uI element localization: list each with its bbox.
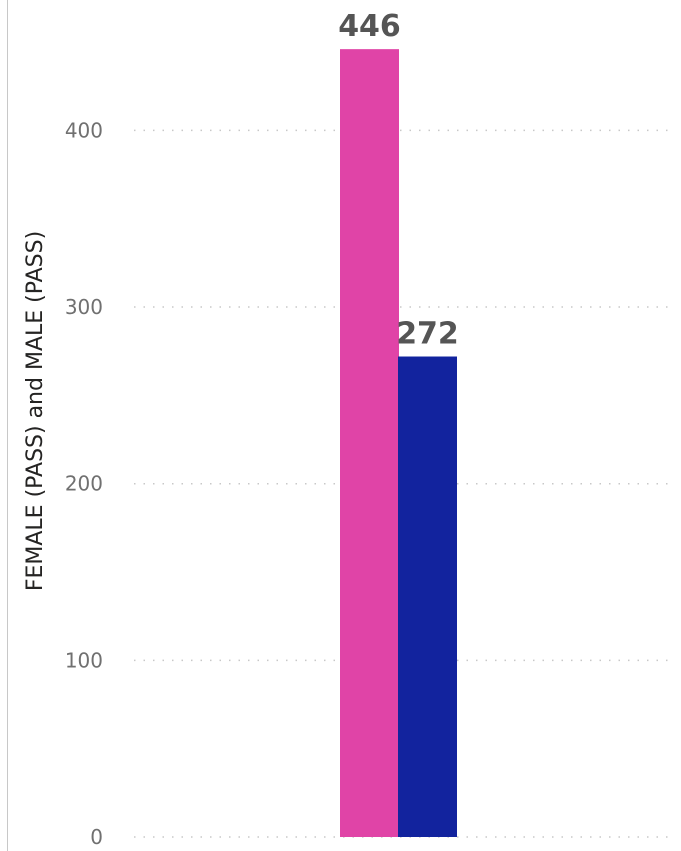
data-label-series-1: 446 <box>338 9 401 44</box>
bar-series-1[interactable] <box>340 49 399 838</box>
y-tick-label: 300 <box>65 295 103 319</box>
bar-series-2[interactable] <box>398 356 457 837</box>
y-axis-title: FEMALE (PASS) and MALE (PASS) <box>23 231 48 591</box>
bars <box>340 49 457 838</box>
data-labels: 446 272 <box>338 9 459 351</box>
y-tick-label: 200 <box>65 472 103 496</box>
data-label-series-2: 272 <box>396 317 459 352</box>
y-axis-ticks: 0 100 200 300 400 <box>65 118 103 849</box>
y-tick-label: 0 <box>90 825 103 849</box>
panel-left-border <box>0 0 8 851</box>
y-tick-label: 100 <box>65 648 103 672</box>
y-tick-label: 400 <box>65 118 103 142</box>
